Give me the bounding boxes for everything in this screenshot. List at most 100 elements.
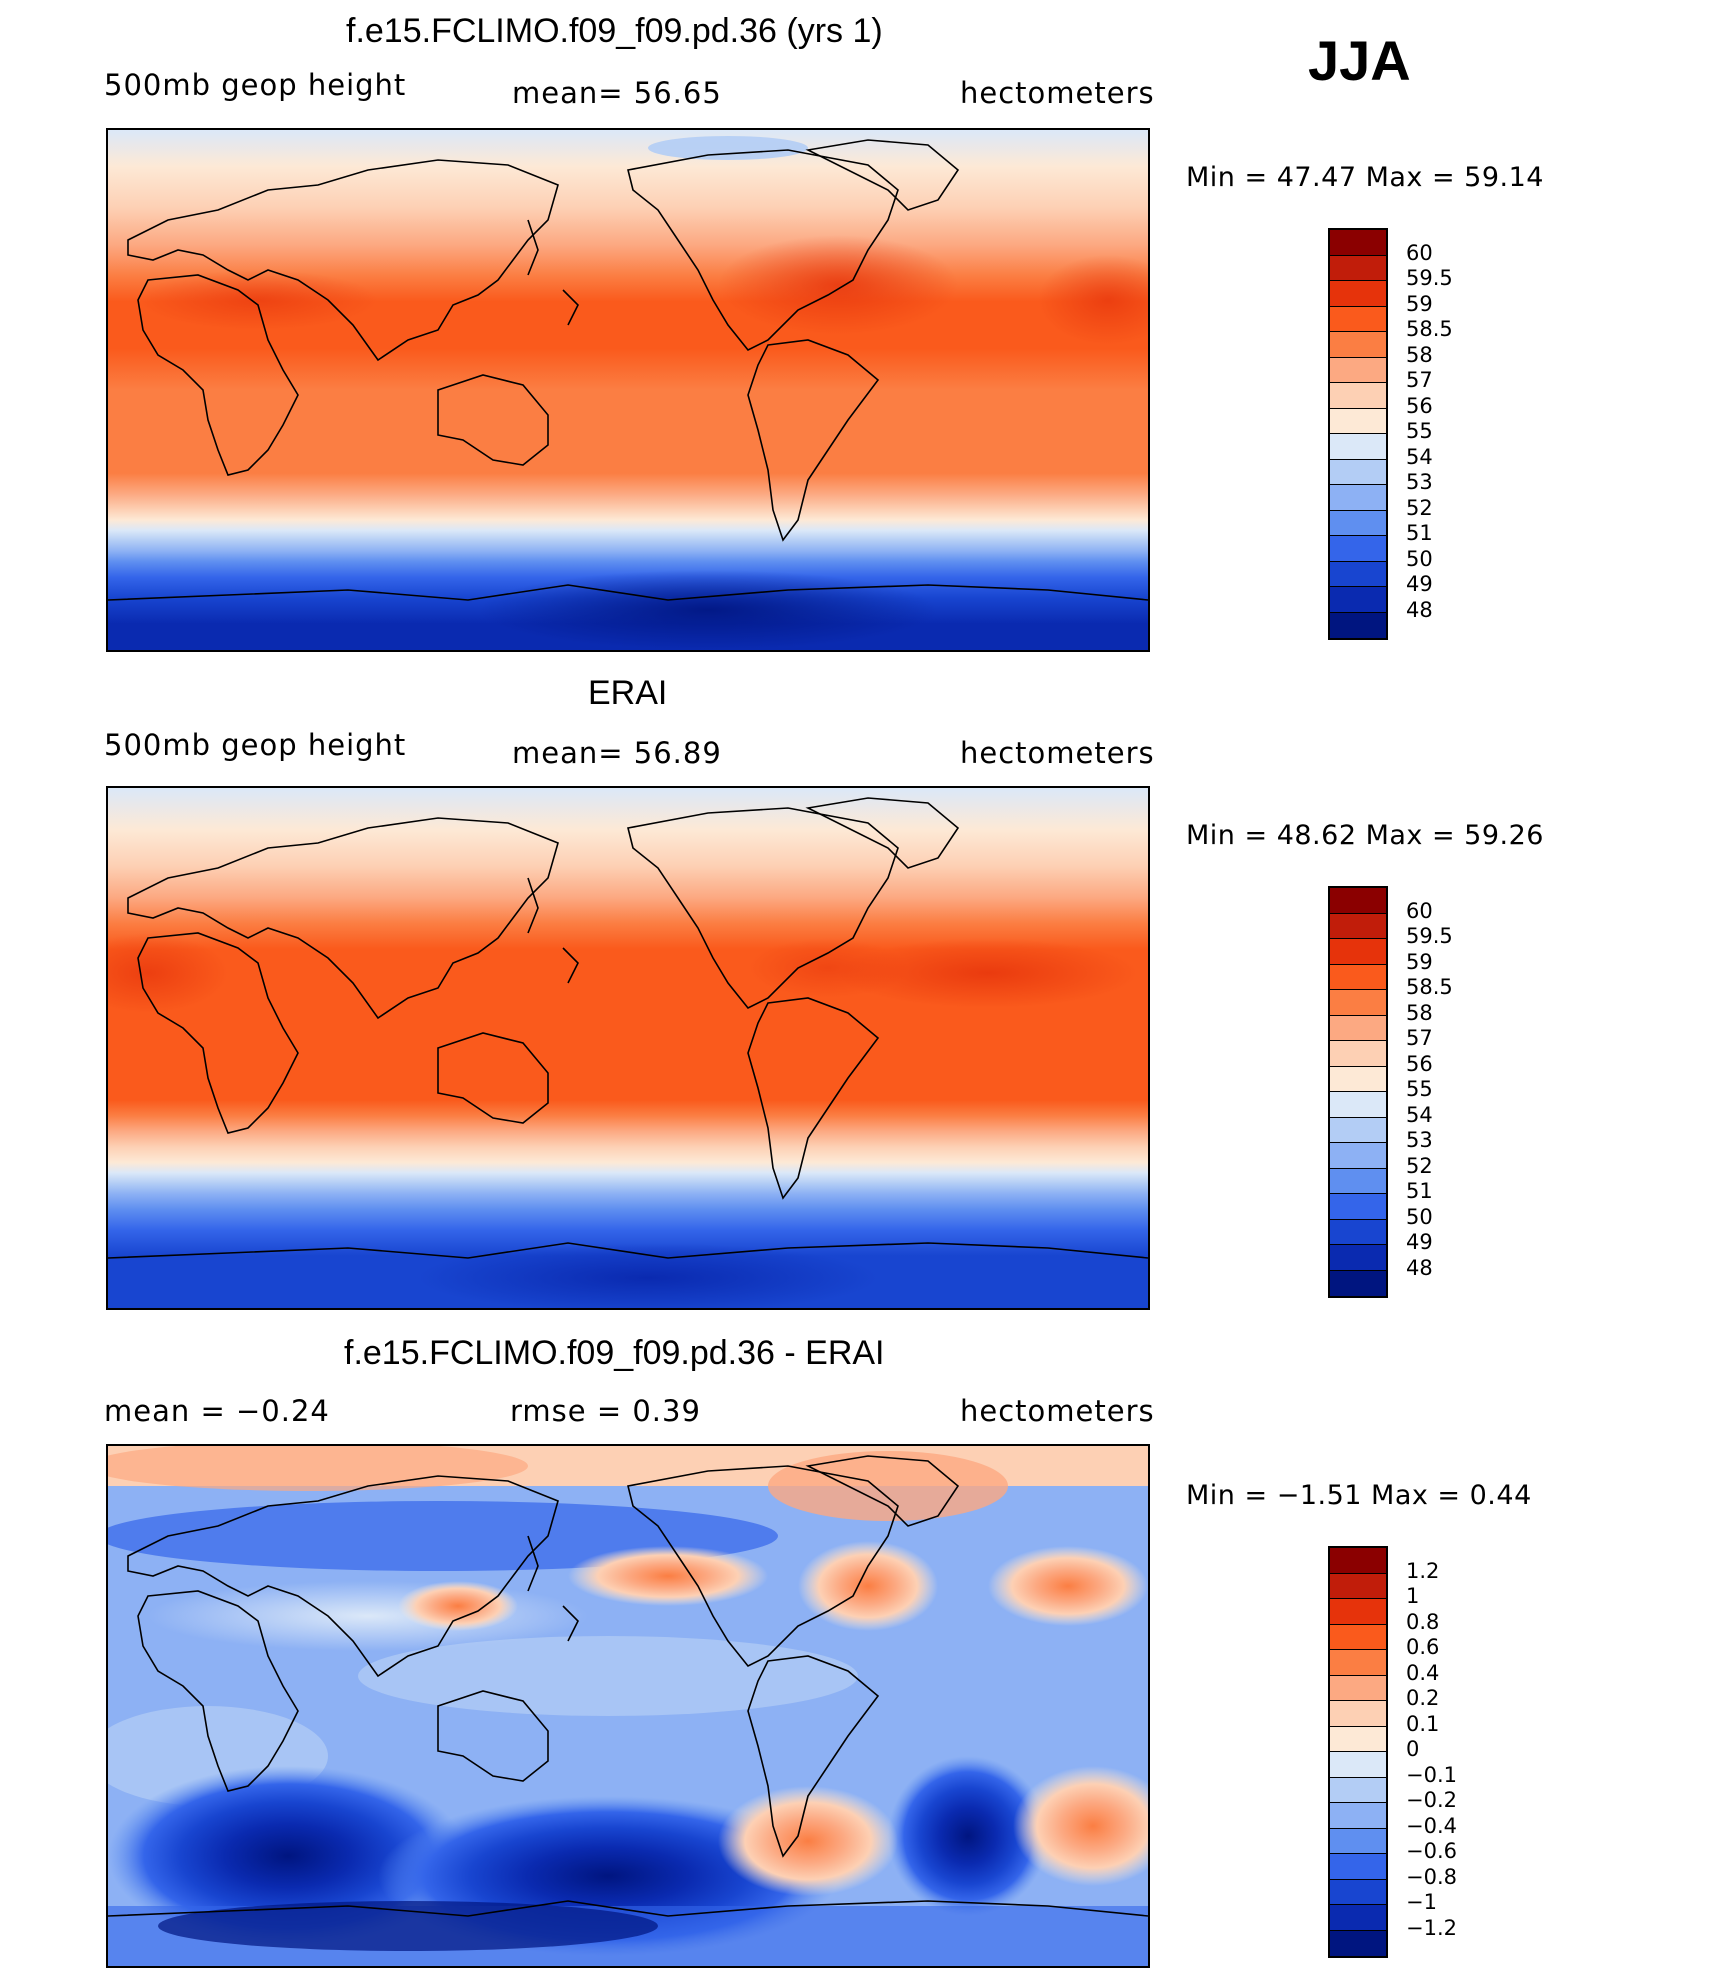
- colorbar-swatch: [1330, 612, 1386, 638]
- colorbar-swatch: [1330, 1752, 1386, 1778]
- colorbar-swatch: [1330, 510, 1386, 536]
- colorbar-swatch: [1330, 1624, 1386, 1650]
- colorbar-swatch: [1330, 1066, 1386, 1092]
- colorbar-label: 49: [1406, 572, 1433, 596]
- panel-2-contour-field: [108, 788, 1148, 1308]
- colorbar-swatch: [1330, 1930, 1386, 1956]
- colorbar-label: 51: [1406, 521, 1433, 545]
- colorbar-label: 50: [1406, 1204, 1433, 1229]
- colorbar-label: 58: [1406, 342, 1433, 367]
- colorbar-swatch: [1330, 1015, 1386, 1041]
- colorbar-label: 55: [1406, 1077, 1433, 1101]
- colorbar-swatch: [1330, 255, 1386, 281]
- colorbar-label: 0.4: [1406, 1660, 1440, 1685]
- colorbar-label: 48: [1406, 597, 1433, 622]
- colorbar-label: 59: [1406, 291, 1433, 316]
- colorbar-label: 52: [1406, 495, 1433, 520]
- panel-3-contour-field: [108, 1446, 1148, 1966]
- colorbar-label: 59.5: [1406, 924, 1453, 948]
- colorbar-label: 49: [1406, 1230, 1433, 1254]
- colorbar-label: 0.8: [1406, 1609, 1440, 1634]
- colorbar-label: 54: [1406, 1102, 1433, 1127]
- colorbar-label: −0.8: [1406, 1864, 1457, 1889]
- colorbar-label: 55: [1406, 419, 1433, 443]
- panel-1-mean-label: mean= 56.65: [512, 76, 722, 110]
- panel-3-colorbar: [1328, 1546, 1388, 1958]
- colorbar-label: 58.5: [1406, 975, 1453, 999]
- colorbar-swatch: [1330, 485, 1386, 511]
- colorbar-swatch: [1330, 888, 1386, 914]
- panel-2-title: ERAI: [588, 674, 668, 712]
- panel-1-colorbar: [1328, 228, 1388, 640]
- colorbar-swatch: [1330, 332, 1386, 358]
- colorbar-label: −0.6: [1406, 1839, 1457, 1863]
- colorbar-swatch: [1330, 1041, 1386, 1067]
- panel-3-rmse-label: rmse = 0.39: [510, 1394, 701, 1428]
- colorbar-label: 58: [1406, 1000, 1433, 1025]
- colorbar-label: −0.2: [1406, 1788, 1457, 1812]
- panel-3-units-label: hectometers: [960, 1394, 1155, 1428]
- colorbar-swatch: [1330, 1219, 1386, 1245]
- colorbar-swatch: [1330, 1650, 1386, 1676]
- colorbar-label: 0.6: [1406, 1635, 1440, 1659]
- colorbar-label: 57: [1406, 1026, 1433, 1050]
- colorbar-swatch: [1330, 1143, 1386, 1169]
- colorbar-swatch: [1330, 1599, 1386, 1625]
- colorbar-swatch: [1330, 964, 1386, 990]
- colorbar-label: −0.4: [1406, 1813, 1457, 1838]
- colorbar-label: 60: [1406, 898, 1433, 923]
- colorbar-label: −1: [1406, 1890, 1437, 1914]
- colorbar-swatch: [1330, 1726, 1386, 1752]
- colorbar-swatch: [1330, 383, 1386, 409]
- colorbar-swatch: [1330, 1092, 1386, 1118]
- panel-3-min-max: Min = −1.51 Max = 0.44: [1186, 1480, 1532, 1511]
- colorbar-swatch: [1330, 1675, 1386, 1701]
- panel-1-contour-field: [108, 130, 1148, 650]
- panel-1-colorbar-labels: 60 59.5 59 58.5 58 57 56 55 54 53 52 51 50 49 48: [1406, 228, 1496, 640]
- colorbar-swatch: [1330, 1854, 1386, 1880]
- panel-2-units-label: hectometers: [960, 736, 1155, 770]
- colorbar-label: −0.1: [1406, 1762, 1457, 1787]
- colorbar-swatch: [1330, 990, 1386, 1016]
- colorbar-swatch: [1330, 536, 1386, 562]
- colorbar-swatch: [1330, 561, 1386, 587]
- panel-2-coastlines: [108, 797, 1148, 1259]
- colorbar-label: 56: [1406, 1051, 1433, 1076]
- colorbar-swatch: [1330, 1803, 1386, 1829]
- colorbar-swatch: [1330, 1828, 1386, 1854]
- panel-2-colorbar-labels: 60 59.5 59 58.5 58 57 56 55 54 53 52 51 50 49 48: [1406, 886, 1496, 1298]
- colorbar-swatch: [1330, 1548, 1386, 1574]
- colorbar-label: 48: [1406, 1255, 1433, 1280]
- colorbar-swatch: [1330, 1905, 1386, 1931]
- panel-1-map: [106, 128, 1150, 652]
- panel-2-variable-label: 500mb geop height: [104, 728, 407, 762]
- colorbar-swatch: [1330, 1573, 1386, 1599]
- colorbar-label: 57: [1406, 368, 1433, 392]
- panel-1-variable-label: 500mb geop height: [104, 68, 407, 102]
- colorbar-swatch: [1330, 587, 1386, 613]
- season-label: JJA: [1308, 29, 1411, 92]
- colorbar-swatch: [1330, 1270, 1386, 1296]
- colorbar-label: 59.5: [1406, 266, 1453, 290]
- panel-1-title: f.e15.FCLIMO.f09_f09.pd.36 (yrs 1): [346, 12, 883, 50]
- colorbar-swatch: [1330, 1879, 1386, 1905]
- colorbar-label: 56: [1406, 393, 1433, 418]
- colorbar-label: 0: [1406, 1737, 1420, 1761]
- panel-3-coastlines: [108, 1455, 1148, 1917]
- panel-3-mean-label: mean = −0.24: [104, 1394, 330, 1428]
- colorbar-swatch: [1330, 1245, 1386, 1271]
- colorbar-label: 59: [1406, 949, 1433, 974]
- colorbar-swatch: [1330, 434, 1386, 460]
- colorbar-label: 53: [1406, 1128, 1433, 1152]
- colorbar-swatch: [1330, 357, 1386, 383]
- colorbar-label: 1: [1406, 1584, 1420, 1608]
- panel-1-units-label: hectometers: [960, 76, 1155, 110]
- panel-2-mean-label: mean= 56.89: [512, 736, 722, 770]
- colorbar-label: −1.2: [1406, 1915, 1457, 1940]
- panel-2-colorbar: [1328, 886, 1388, 1298]
- colorbar-label: 0.1: [1406, 1711, 1440, 1736]
- colorbar-swatch: [1330, 1168, 1386, 1194]
- panel-2-map: [106, 786, 1150, 1310]
- panel-3-colorbar-labels: 1.2 1 0.8 0.6 0.4 0.2 0.1 0 −0.1 −0.2 −0.4 −0.6 −0.8…: [1406, 1546, 1496, 1958]
- colorbar-label: 60: [1406, 240, 1433, 265]
